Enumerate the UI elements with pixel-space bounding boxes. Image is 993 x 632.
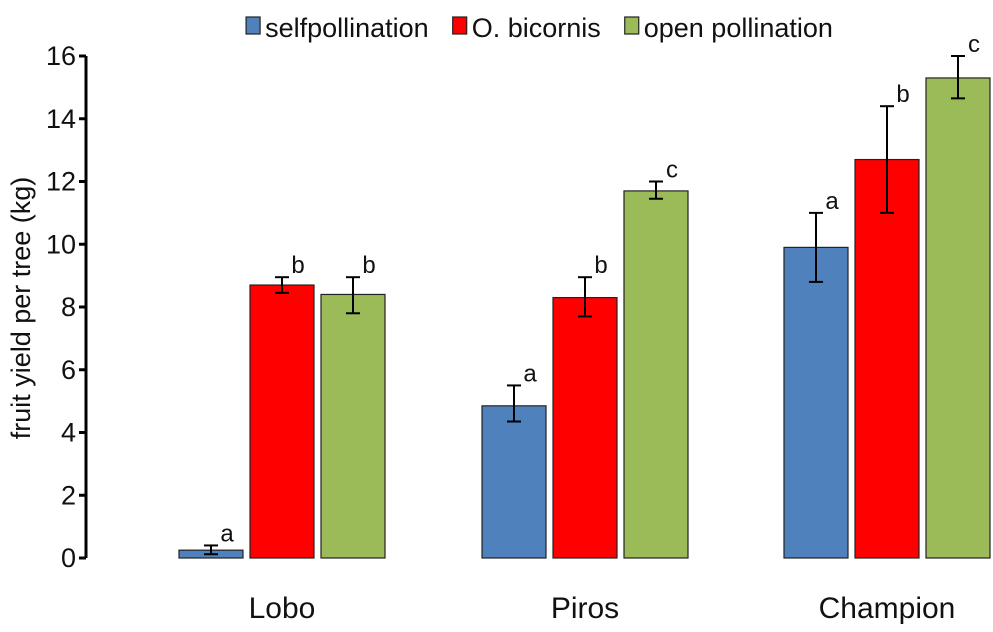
significance-letter: b [896, 81, 909, 108]
legend-swatch [624, 16, 640, 35]
y-tick-label: 14 [46, 104, 76, 134]
x-tick-label: Piros [551, 592, 619, 625]
significance-letter: c [968, 31, 980, 58]
y-tick-label: 0 [61, 543, 76, 573]
legend-item: open pollination [624, 13, 833, 43]
x-axis-labels: Lobo Piros Champion [249, 592, 956, 625]
significance-letter: a [825, 188, 839, 215]
bar [320, 293, 386, 559]
legend-label: O. bicornis [472, 13, 601, 43]
bar [925, 77, 991, 559]
bar [552, 296, 618, 559]
y-tick-label: 16 [46, 41, 76, 71]
bar-group-lobo: a b b [178, 252, 386, 559]
y-tick-label: 12 [46, 167, 76, 197]
bar-group-piros: a b c [481, 157, 689, 559]
bar [623, 190, 689, 559]
x-tick-label: Lobo [249, 592, 316, 625]
significance-letter: a [220, 520, 234, 547]
y-axis: 0 2 4 6 8 10 12 14 16 [46, 41, 88, 573]
bar [854, 158, 920, 559]
bar-group-champion: a b c [783, 31, 991, 559]
y-tick-label: 2 [61, 480, 76, 510]
y-tick-label: 6 [61, 355, 76, 385]
significance-letter: c [666, 157, 678, 184]
significance-letter: b [362, 252, 375, 279]
significance-letter: b [291, 252, 304, 279]
legend-item: O. bicornis [452, 13, 601, 43]
legend: selfpollination O. bicornis open pollinati… [245, 13, 833, 43]
y-tick-label: 4 [61, 418, 76, 448]
legend-swatch [452, 16, 468, 35]
legend-label: selfpollination [265, 13, 429, 43]
x-tick-label: Champion [819, 592, 956, 625]
legend-swatch [245, 16, 261, 35]
y-tick-label: 10 [46, 229, 76, 259]
bar [481, 405, 547, 559]
legend-item: selfpollination [245, 13, 429, 43]
legend-label: open pollination [644, 13, 833, 43]
significance-letter: a [523, 360, 537, 387]
y-axis-label: fruit yield per tree (kg) [6, 177, 36, 440]
bar [783, 246, 849, 559]
bars: a b b a b c a b c [178, 31, 991, 559]
bar [249, 284, 315, 559]
significance-letter: b [594, 252, 607, 279]
y-tick-label: 8 [61, 292, 76, 322]
